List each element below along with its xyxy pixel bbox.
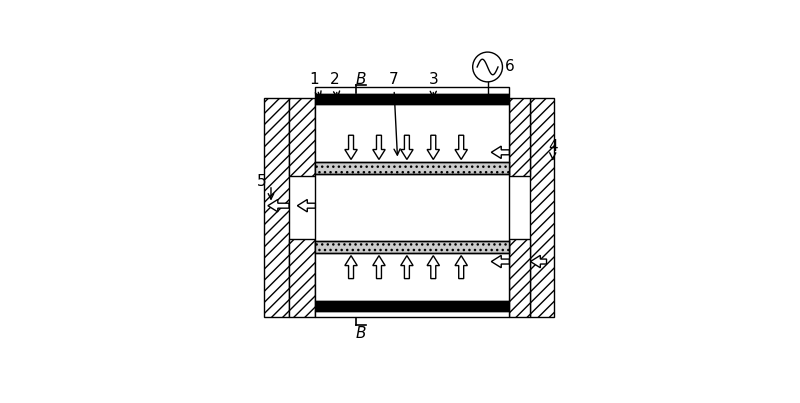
- Polygon shape: [401, 256, 413, 278]
- Bar: [530, 98, 554, 317]
- Bar: [289, 239, 315, 317]
- Bar: [315, 311, 510, 318]
- Text: 1: 1: [309, 72, 321, 98]
- Bar: [315, 301, 510, 311]
- Bar: [510, 239, 530, 317]
- Polygon shape: [373, 135, 385, 160]
- Polygon shape: [455, 256, 467, 278]
- Bar: [315, 104, 510, 301]
- Text: 3: 3: [428, 72, 438, 98]
- Polygon shape: [427, 256, 439, 278]
- Text: 6: 6: [505, 60, 514, 75]
- Bar: [264, 98, 289, 317]
- Bar: [315, 87, 510, 94]
- Polygon shape: [401, 135, 413, 160]
- Polygon shape: [373, 256, 385, 278]
- Polygon shape: [455, 135, 467, 160]
- Bar: [289, 98, 315, 176]
- Polygon shape: [345, 256, 358, 278]
- Bar: [510, 98, 530, 176]
- Polygon shape: [491, 256, 510, 268]
- Text: 2: 2: [330, 72, 340, 98]
- Text: B: B: [355, 72, 366, 87]
- Text: 7: 7: [389, 72, 400, 155]
- Bar: [315, 241, 510, 253]
- Polygon shape: [298, 199, 315, 212]
- Text: B: B: [355, 326, 366, 341]
- Polygon shape: [345, 135, 358, 160]
- Polygon shape: [268, 199, 289, 212]
- Polygon shape: [491, 146, 510, 158]
- Polygon shape: [530, 256, 546, 268]
- Text: 4: 4: [548, 139, 558, 160]
- Bar: [315, 94, 510, 104]
- Polygon shape: [427, 135, 439, 160]
- Bar: [315, 162, 510, 174]
- Text: 5: 5: [257, 174, 266, 189]
